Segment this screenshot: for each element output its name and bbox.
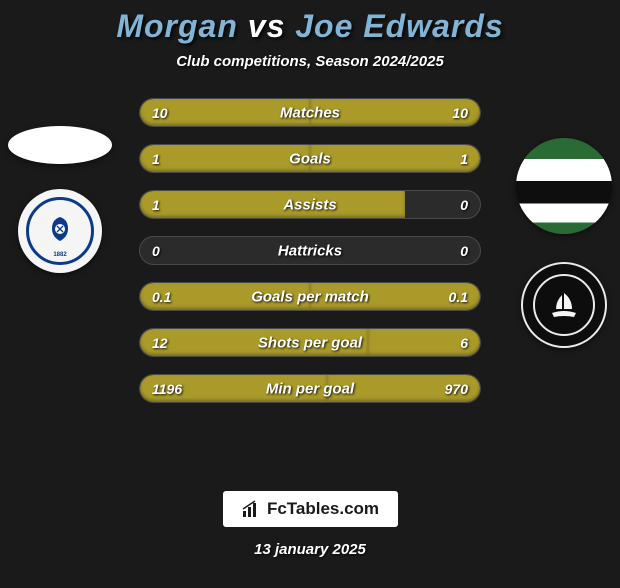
qpr-year: 1882: [53, 252, 66, 258]
stat-row: 12 Shots per goal 6: [139, 328, 481, 357]
player1-name: Morgan: [116, 8, 238, 44]
stat-value-left: 1: [140, 197, 190, 213]
player1-portrait: [8, 126, 112, 164]
stat-value-right: 970: [430, 381, 480, 397]
stat-value-left: 1: [140, 151, 190, 167]
player2-name: Joe Edwards: [295, 8, 503, 44]
stat-value-right: 0.1: [430, 289, 480, 305]
qpr-badge-inner: 1882: [26, 197, 94, 265]
logo-text: FcTables.com: [267, 499, 379, 519]
stat-value-right: 0: [430, 243, 480, 259]
player1-club-badge: 1882: [18, 189, 102, 273]
jersey-graphic: [516, 138, 612, 234]
stat-value-left: 0: [140, 243, 190, 259]
stat-label: Min per goal: [266, 380, 354, 397]
vs-text: vs: [248, 8, 286, 44]
stat-label: Matches: [280, 104, 340, 121]
fctables-logo: FcTables.com: [223, 491, 398, 527]
chart-icon: [241, 499, 261, 519]
stat-value-left: 0.1: [140, 289, 190, 305]
stat-value-left: 1196: [140, 381, 194, 397]
stat-value-right: 10: [430, 105, 480, 121]
stat-value-right: 0: [430, 197, 480, 213]
footer: FcTables.com 13 january 2025: [0, 491, 620, 558]
plymouth-ship-icon: [544, 285, 584, 325]
player2-portrait: [516, 138, 612, 234]
stat-row: 10 Matches 10: [139, 98, 481, 127]
stat-value-left: 12: [140, 335, 190, 351]
stat-label: Shots per goal: [258, 334, 362, 351]
right-player-column: [516, 138, 612, 348]
stat-row: 0.1 Goals per match 0.1: [139, 282, 481, 311]
stat-row: 1196 Min per goal 970: [139, 374, 481, 403]
qpr-crest-icon: [40, 211, 80, 251]
left-player-column: 1882: [8, 126, 112, 273]
player2-club-badge: [521, 262, 607, 348]
date-text: 13 january 2025: [254, 541, 366, 558]
stat-label: Assists: [283, 196, 336, 213]
stat-row: 0 Hattricks 0: [139, 236, 481, 265]
stat-row: 1 Assists 0: [139, 190, 481, 219]
stat-value-right: 6: [430, 335, 480, 351]
stat-value-left: 10: [140, 105, 190, 121]
stat-label: Hattricks: [278, 242, 342, 259]
infographic-container: Morgan vs Joe Edwards Club competitions,…: [0, 8, 620, 588]
plymouth-badge-inner: [533, 274, 595, 336]
comparison-title: Morgan vs Joe Edwards: [0, 8, 620, 45]
stat-label: Goals: [289, 150, 331, 167]
stat-value-right: 1: [430, 151, 480, 167]
stat-row: 1 Goals 1: [139, 144, 481, 173]
subtitle: Club competitions, Season 2024/2025: [0, 53, 620, 70]
stat-label: Goals per match: [251, 288, 369, 305]
